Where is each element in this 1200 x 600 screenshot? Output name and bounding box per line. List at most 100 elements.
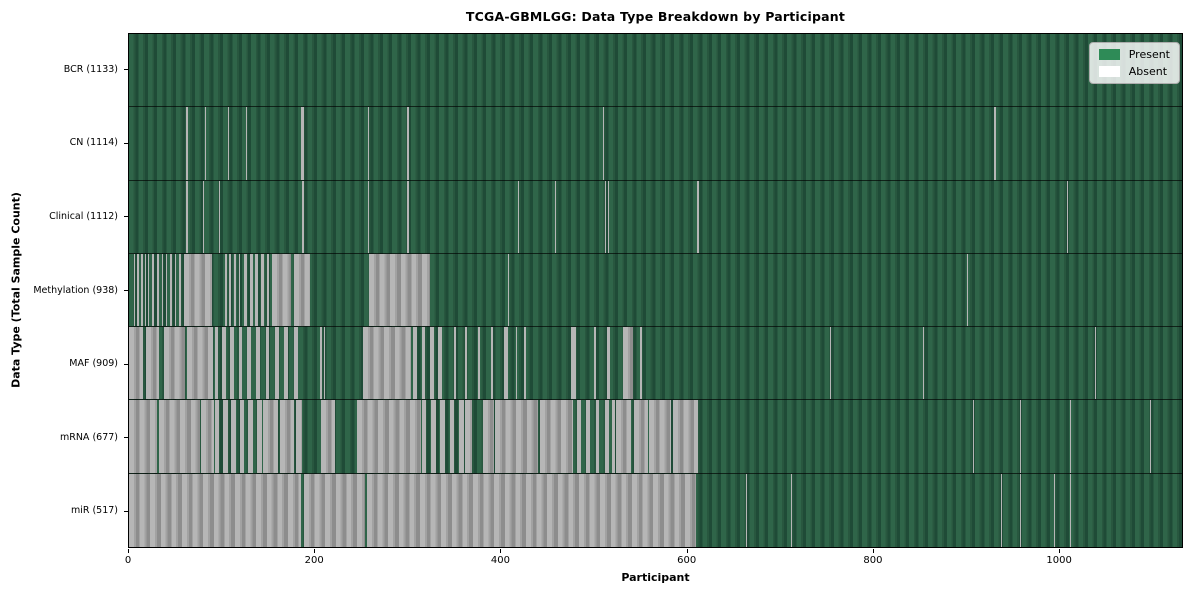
absent-segment <box>1094 327 1096 400</box>
absent-segment <box>129 327 143 400</box>
absent-segment <box>156 253 159 327</box>
absent-segment <box>967 253 969 327</box>
y-tick-label: Clinical (1112) <box>49 210 118 222</box>
absent-segment <box>616 400 631 473</box>
absent-segment <box>214 400 220 473</box>
y-tick-label: CN (1114) <box>69 137 118 149</box>
legend-label: Present <box>1128 48 1170 61</box>
absent-segment <box>231 400 236 473</box>
absent-segment <box>586 400 590 473</box>
absent-segment <box>158 400 200 473</box>
absent-segment <box>274 327 279 400</box>
x-tick-label: 600 <box>677 555 697 566</box>
heatmap-row-bcr <box>129 34 1182 108</box>
absent-segment <box>366 473 696 547</box>
absent-segment <box>672 400 698 473</box>
absent-segment <box>406 107 409 180</box>
absent-segment <box>367 180 369 253</box>
absent-segment <box>518 180 520 253</box>
absent-segment <box>576 400 581 473</box>
absent-segment <box>129 473 301 547</box>
absent-segment <box>221 327 226 400</box>
absent-segment <box>458 400 464 473</box>
legend-swatch-icon <box>1098 66 1120 77</box>
heatmap-row-mir <box>129 473 1182 547</box>
absent-segment <box>230 327 234 400</box>
absent-segment <box>571 327 577 400</box>
y-tick-label: BCR (1133) <box>63 63 118 75</box>
absent-segment <box>238 253 240 327</box>
absent-segment <box>1070 473 1072 547</box>
y-tick-label: miR (517) <box>70 505 118 517</box>
absent-segment <box>696 180 699 253</box>
absent-segment <box>454 327 457 400</box>
absent-segment <box>222 400 228 473</box>
absent-segment <box>356 400 421 473</box>
absent-segment <box>164 327 185 400</box>
absent-segment <box>203 180 205 253</box>
absent-segment <box>515 327 518 400</box>
x-tick-label: 200 <box>304 555 324 566</box>
absent-segment <box>265 327 270 400</box>
y-tick-labels: BCR (1133) CN (1114) Clinical (1112) Methyl… <box>0 33 122 548</box>
absent-segment <box>607 180 609 253</box>
absent-segment <box>260 253 264 327</box>
x-tick-labels: 0 200 400 600 800 1000 <box>125 549 1183 575</box>
absent-segment <box>421 400 427 473</box>
y-tick-mark <box>124 216 128 218</box>
y-tick-mark <box>124 142 128 144</box>
legend-item-present: Present <box>1098 48 1170 61</box>
absent-segment <box>257 400 262 473</box>
absent-segment <box>421 327 426 400</box>
absent-segment <box>279 400 295 473</box>
absent-segment <box>994 107 997 180</box>
absent-segment <box>144 253 146 327</box>
x-tick-mark <box>1059 549 1061 553</box>
legend: Present Absent <box>1088 42 1180 84</box>
absent-segment <box>465 327 468 400</box>
legend-swatch-icon <box>1098 49 1120 60</box>
absent-segment <box>483 400 495 473</box>
absent-segment <box>205 107 207 180</box>
absent-segment <box>166 253 168 327</box>
absent-segment <box>229 253 232 327</box>
absent-segment <box>296 400 302 473</box>
absent-segment <box>368 253 431 327</box>
absent-segment <box>324 327 326 400</box>
absent-segment <box>272 253 291 327</box>
absent-segment <box>1070 400 1072 473</box>
heatmap-row-methylation <box>129 253 1182 328</box>
x-axis-title: Participant <box>621 571 690 584</box>
y-tick-mark <box>124 363 128 365</box>
absent-segment <box>303 473 366 547</box>
y-tick-label: mRNA (677) <box>59 431 118 443</box>
heatmap-row-cn <box>129 107 1182 181</box>
absent-segment <box>294 327 299 400</box>
absent-segment <box>256 327 261 400</box>
absent-segment <box>1000 473 1002 547</box>
x-tick-label: 1000 <box>1046 555 1072 566</box>
absent-segment <box>266 253 270 327</box>
absent-segment <box>478 327 481 400</box>
absent-segment <box>922 327 924 400</box>
absent-segment <box>321 400 336 473</box>
absent-segment <box>185 107 188 180</box>
absent-segment <box>301 180 304 253</box>
absent-segment <box>622 327 633 400</box>
absent-segment <box>169 253 172 327</box>
y-tick-label: MAF (909) <box>69 358 118 370</box>
x-tick-mark <box>686 549 688 553</box>
absent-segment <box>234 253 236 327</box>
absent-segment <box>249 253 253 327</box>
absent-segment <box>363 327 411 400</box>
absent-segment <box>183 253 212 327</box>
absent-segment <box>320 327 323 400</box>
absent-segment <box>152 253 155 327</box>
absent-segment <box>972 400 974 473</box>
absent-segment <box>137 253 140 327</box>
absent-segment <box>508 253 510 327</box>
absent-segment <box>200 180 202 253</box>
absent-segment <box>141 253 143 327</box>
absent-segment <box>300 107 304 180</box>
